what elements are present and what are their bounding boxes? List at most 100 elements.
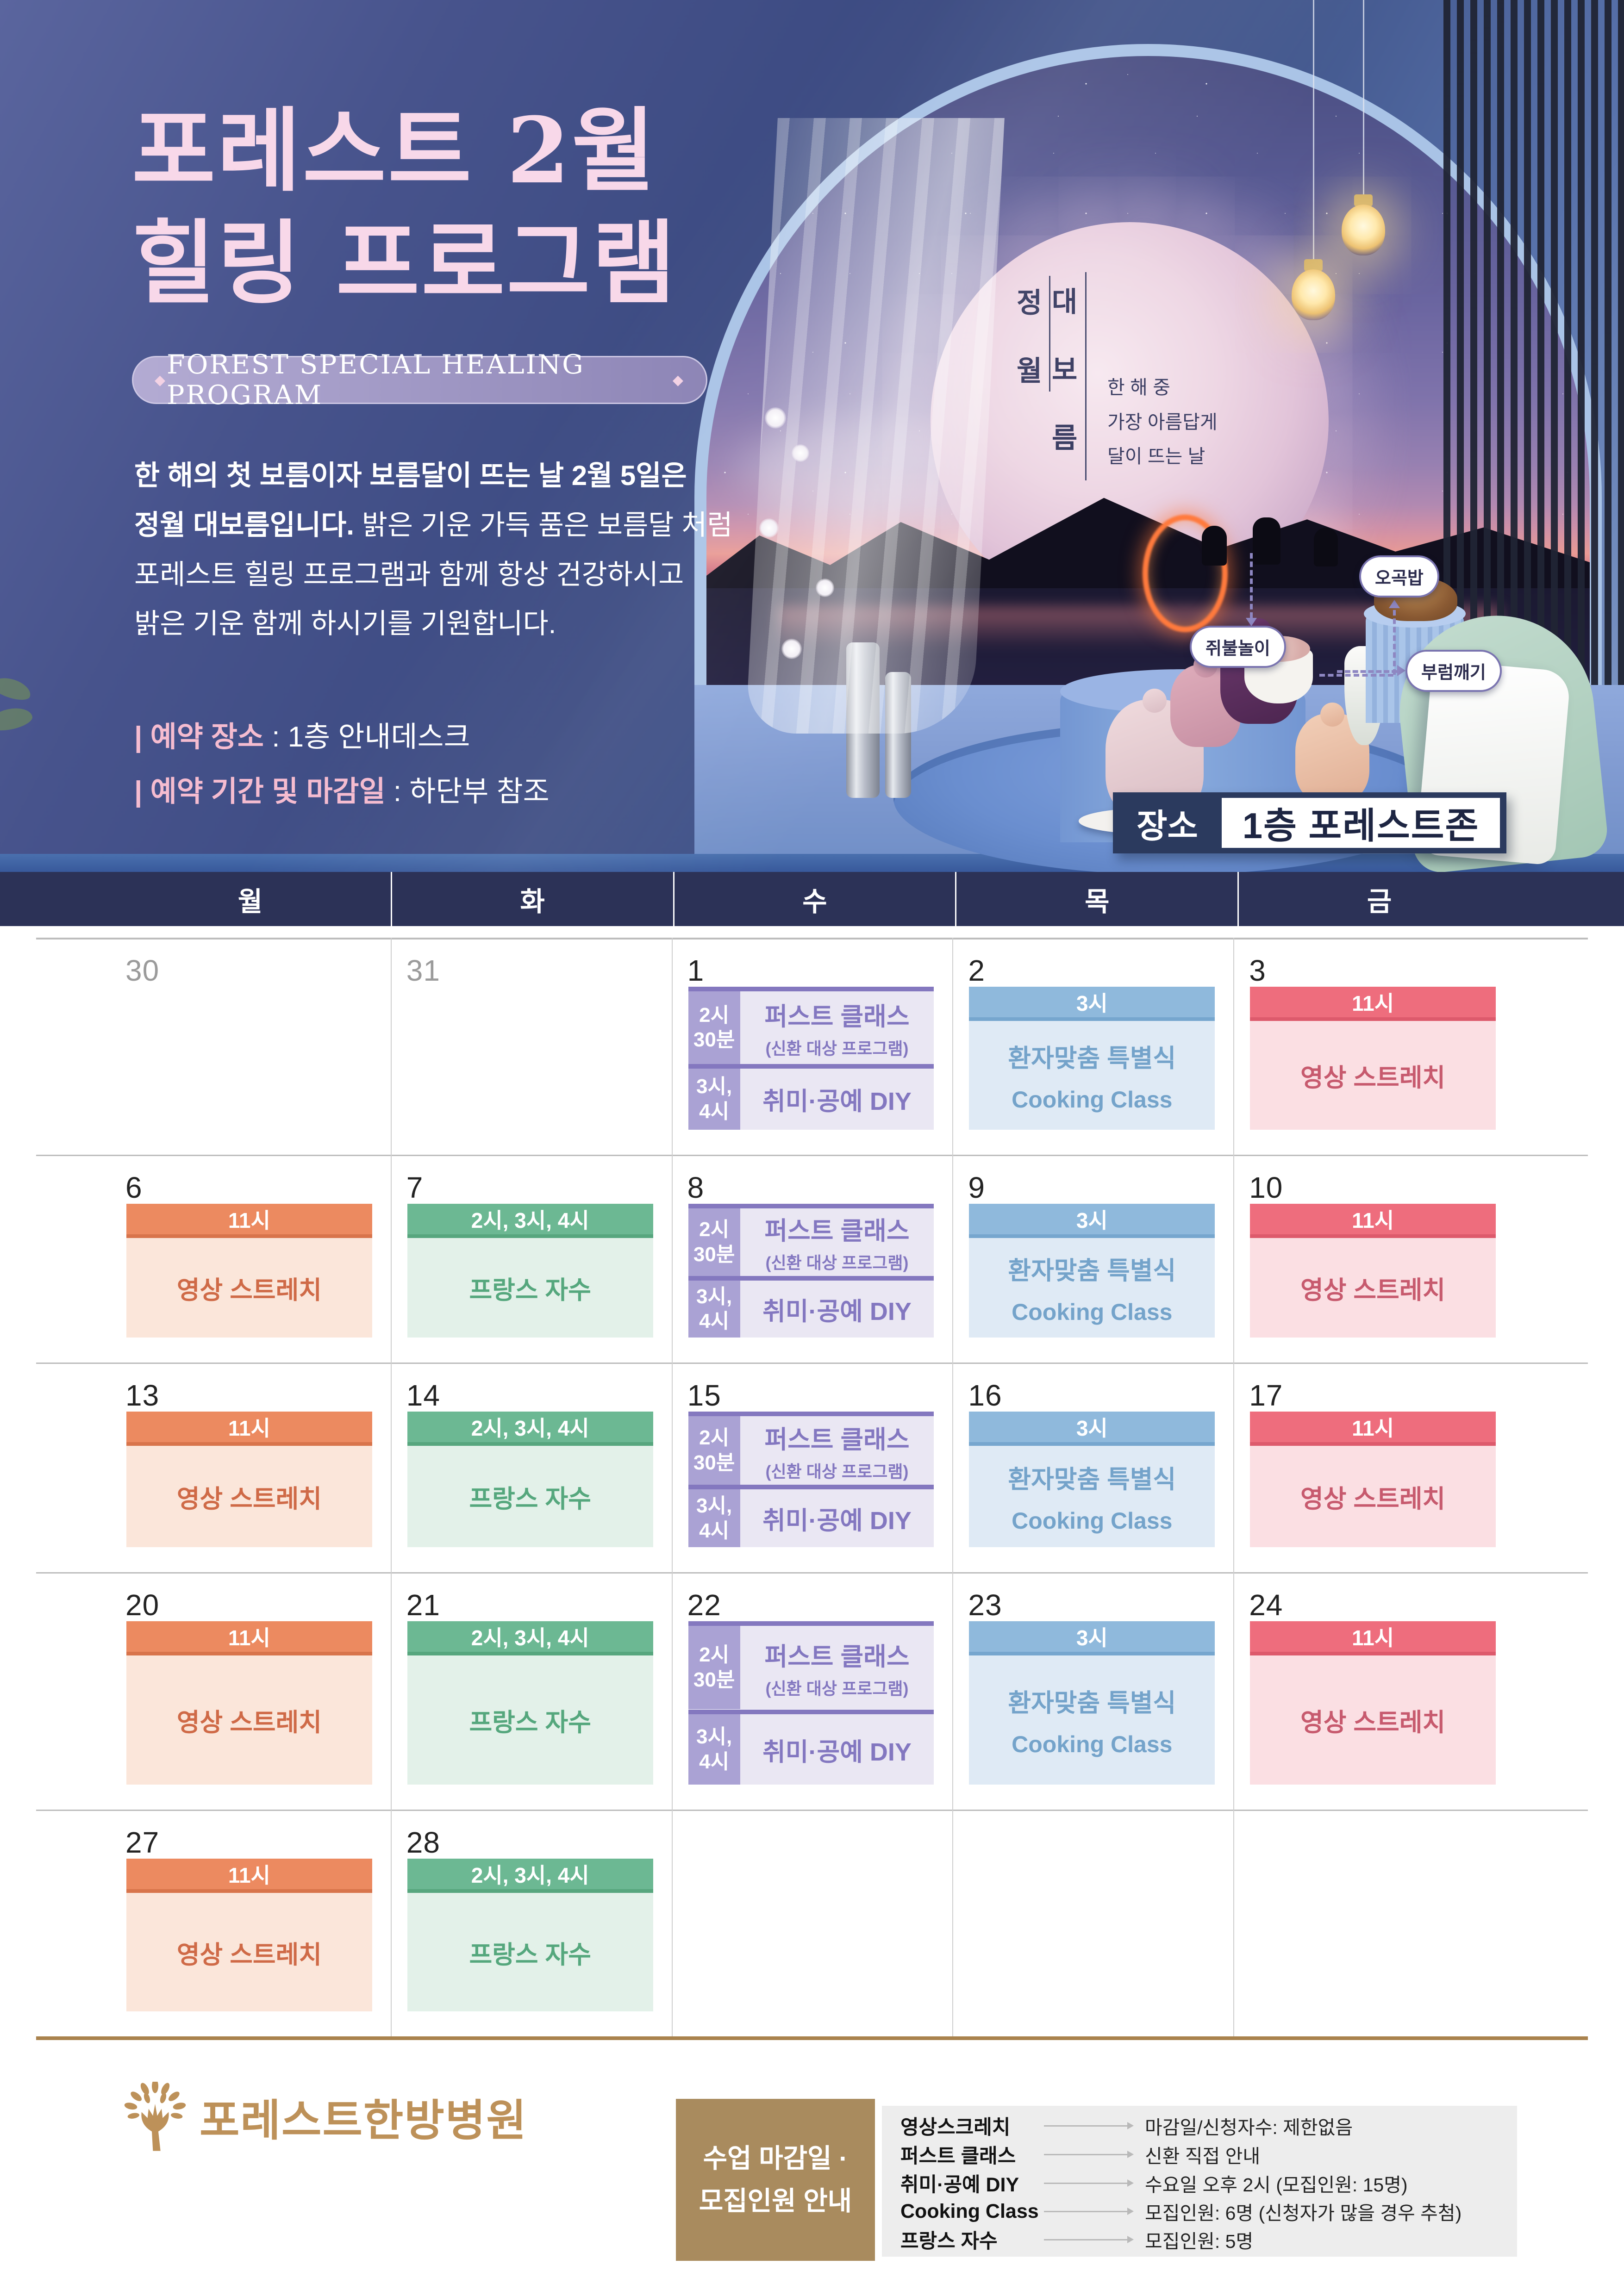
steel-cylinder-vase [885,672,911,798]
date-number: 21 [406,1588,440,1622]
dashed-connector [1250,553,1253,618]
program-time: 3시, 4시 [688,1714,740,1785]
grid-line [36,1155,1588,1156]
date-number: 24 [1249,1588,1283,1622]
leaf-decor [0,704,34,734]
program-body: 프랑스 자수 [407,1655,653,1785]
program-body: 영상 스트레치 [1250,1238,1496,1338]
arrow-right-icon [1044,2235,1134,2243]
moon-vertical-char: 월 [1017,355,1043,387]
poster-title-line1: 포레스트 2월 [132,98,657,204]
legend-row: 프랑스 자수 모집인원: 5명 [900,2225,1508,2254]
person-silhouette [1253,517,1280,565]
subtitle-text: FOREST SPECIAL HEALING PROGRAM [167,349,585,411]
program-title: 취미·공예 DIY [762,1507,912,1535]
booking-label: | 예약 장소 [134,721,264,753]
date-number: 10 [1249,1171,1283,1204]
booking-value: : 하단부 참조 [385,776,550,808]
program-time: 3시, 4시 [688,1068,740,1130]
moon-tagline-line: 한 해 중 [1107,377,1170,398]
program-title2: Cooking Class [1012,1087,1173,1113]
calendar-cell: 16 3시 환자맞춤 특별식 Cooking Class [952,1363,1233,1572]
calendar-cell: 24 11시 영상 스트레치 [1233,1572,1514,1810]
cloud-decor [734,417,1058,519]
legend-value: 모집인원: 5명 [1145,2231,1254,2252]
white-vase [1344,646,1384,745]
grid-line [36,1810,1588,1811]
program-body: 환자맞춤 특별식 Cooking Class [969,1021,1215,1130]
program-title: 퍼스트 클래스 [764,1217,910,1245]
calendar-cell: 13 11시 영상 스트레치 [110,1363,391,1572]
program-title: 영상 스트레치 [1300,1064,1446,1092]
program-subblock: 2시 30분 퍼스트 클래스 (신환 대상 프로그램) [688,987,934,1064]
place-badge-value: 1층 포레스트존 [1222,798,1500,848]
legend-value: 모집인원: 6명 (신청자가 많을 경우 추첨) [1145,2203,1462,2224]
program-subblock: 3시, 4시 취미·공예 DIY [688,1485,934,1547]
curtain [745,118,1005,734]
program-title: 영상 스트레치 [176,1941,322,1969]
program-time: 3시, 4시 [688,1280,740,1338]
diamond-icon: ◆ [672,372,685,388]
program-box-fri: 11시 영상 스트레치 [1250,1204,1496,1338]
date-number: 17 [1249,1379,1283,1412]
program-body: 취미·공예 DIY [740,1489,934,1547]
legend-row: 영상스크레치 마감일/신청자수: 제한없음 [900,2111,1508,2140]
program-box-wed: 2시 30분 퍼스트 클래스 (신환 대상 프로그램) 3시, 4시 취미·공예 DIY [688,1621,934,1785]
calendar-week-row: 27 11시 영상 스트레치 28 2시, 3시, 4시 프랑스 자수 [110,1810,1514,2036]
booking-info: | 예약 장소 : 1층 안내데스크 | 예약 기간 및 마감일 : 하단부 참… [134,723,550,832]
program-time: 3시 [969,1204,1215,1238]
program-body: 영상 스트레치 [126,1893,372,2011]
grid-line [1233,938,1234,2036]
program-time: 3시 [969,987,1215,1021]
program-subtitle: (신환 대상 프로그램) [765,1253,909,1273]
program-subtitle: (신환 대상 프로그램) [765,1679,909,1698]
arch-window-inner [706,56,1590,872]
program-time: 11시 [126,1621,372,1655]
program-time: 11시 [1250,1204,1496,1238]
booking-label: | 예약 기간 및 마감일 [134,776,386,808]
dashed-connector [1393,610,1396,675]
program-title: 퍼스트 클래스 [764,1425,910,1454]
program-time: 3시, 4시 [688,1489,740,1547]
date-number: 6 [125,1171,143,1204]
program-body: 프랑스 자수 [407,1238,653,1338]
calendar-cell: 9 3시 환자맞춤 특별식 Cooking Class [952,1155,1233,1363]
calendar-cell: 23 3시 환자맞춤 특별식 Cooking Class [952,1572,1233,1810]
program-title: 환자맞춤 특별식 [1008,1689,1176,1717]
bulb-cap [1304,259,1323,271]
intro-paragraph: 한 해의 첫 보름이자 보름달이 뜨는 날 2월 5일은 정월 대보름입니다. … [134,451,733,649]
person-silhouette [1314,528,1338,566]
legend-label: 영상스크레치 [900,2116,1011,2139]
moon-tagline-line: 달이 뜨는 날 [1107,446,1206,467]
poster-title: 포레스트 2월 힐링 프로그램 [132,95,677,320]
calendar-week-row: 20 11시 영상 스트레치 21 2시, 3시, 4시 프랑스 자수 22 2시 30분 퍼스트… [110,1572,1514,1810]
intro-line: 정월 대보름입니다. 밝은 기운 가득 품은 보름달 처럼 [134,509,733,541]
program-title: 프랑스 자수 [469,1941,591,1969]
program-title: 퍼스트 클래스 [764,1643,910,1671]
program-body: 영상 스트레치 [1250,1655,1496,1785]
legend-label: 프랑스 자수 [900,2230,998,2252]
date-number: 16 [968,1379,1002,1412]
program-body: 프랑스 자수 [407,1893,653,2011]
program-title: 영상 스트레치 [1300,1709,1446,1736]
program-title2: Cooking Class [1012,1508,1173,1534]
calendar-cell: 3 11시 영상 스트레치 [1233,938,1514,1155]
program-body: 환자맞춤 특별식 Cooking Class [969,1446,1215,1547]
legend-value: 신환 직접 안내 [1145,2146,1261,2167]
calendar-grid: 30 31 1 2시 30분 퍼스트 클래스 (신환 대상 프로그램) 3시, 4시 취미·공예 … [110,938,1514,2036]
program-body: 퍼스트 클래스 (신환 대상 프로그램) [740,1416,934,1485]
calendar-week-row: 13 11시 영상 스트레치 14 2시, 3시, 4시 프랑스 자수 15 2시 30분 퍼스트… [110,1363,1514,1572]
program-time: 2시 30분 [688,991,740,1064]
date-number: 27 [125,1826,160,1859]
date-number: 3 [1249,954,1266,987]
diamond-icon: ◆ [155,372,167,388]
mountain-silhouette [706,498,1590,616]
program-box-mon: 11시 영상 스트레치 [126,1204,372,1338]
legend-title-line2: 모집인원 안내 [699,2186,852,2216]
place-badge-label: 장소 [1137,808,1198,845]
calendar-cell: 6 11시 영상 스트레치 [110,1155,391,1363]
calendar-cell: 17 11시 영상 스트레치 [1233,1363,1514,1572]
arrow-right-icon [1044,2150,1134,2158]
pleated-stool [1364,600,1466,723]
